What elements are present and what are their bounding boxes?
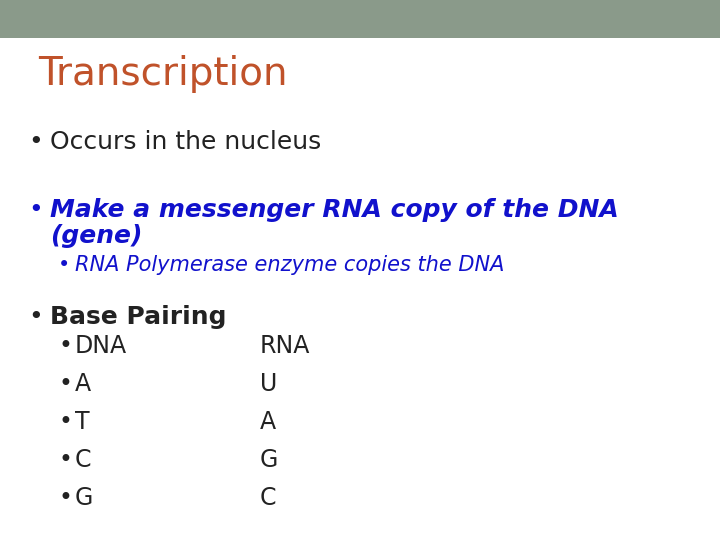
Text: Base Pairing: Base Pairing — [50, 305, 227, 329]
Text: •: • — [28, 198, 42, 222]
Text: •: • — [58, 410, 72, 434]
Text: •: • — [58, 372, 72, 396]
Text: G: G — [75, 486, 94, 510]
Text: U: U — [260, 372, 277, 396]
Text: T: T — [75, 410, 89, 434]
Text: RNA Polymerase enzyme copies the DNA: RNA Polymerase enzyme copies the DNA — [75, 255, 505, 275]
Text: •: • — [28, 130, 42, 154]
Text: Transcription: Transcription — [38, 55, 287, 93]
Text: Make a messenger RNA copy of the DNA: Make a messenger RNA copy of the DNA — [50, 198, 618, 222]
Text: •: • — [58, 334, 72, 358]
Text: Occurs in the nucleus: Occurs in the nucleus — [50, 130, 321, 154]
Text: A: A — [75, 372, 91, 396]
Text: DNA: DNA — [75, 334, 127, 358]
Text: •: • — [58, 486, 72, 510]
Bar — [0, 0, 720, 38]
Text: G: G — [260, 448, 279, 472]
Text: •: • — [58, 255, 71, 275]
Text: •: • — [58, 448, 72, 472]
Text: C: C — [260, 486, 276, 510]
Text: A: A — [260, 410, 276, 434]
Text: (gene): (gene) — [50, 224, 143, 248]
Text: C: C — [75, 448, 91, 472]
Text: RNA: RNA — [260, 334, 310, 358]
Text: •: • — [28, 305, 42, 329]
